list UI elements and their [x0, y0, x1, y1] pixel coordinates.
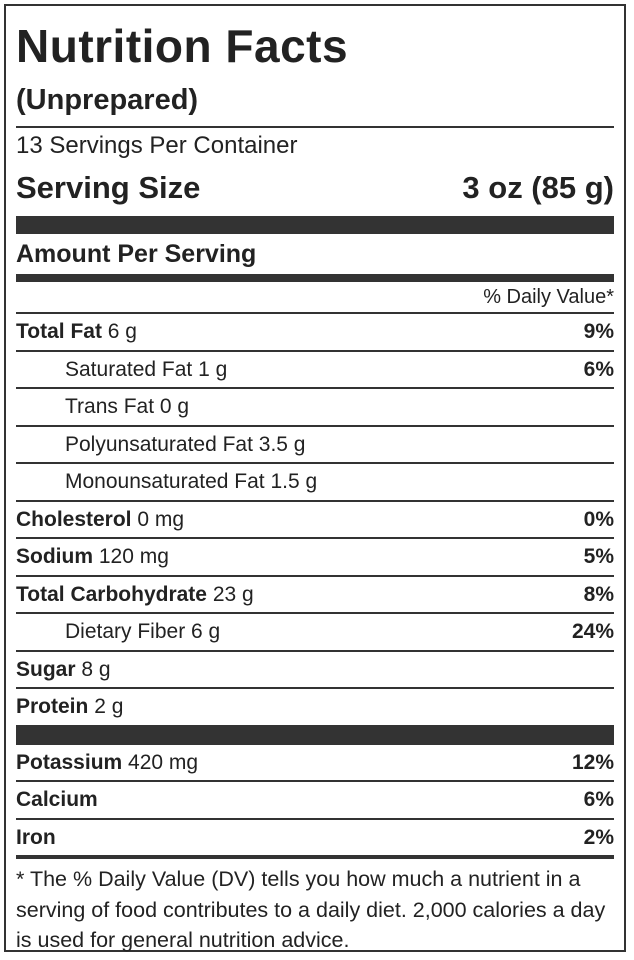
nutrient-row: Trans Fat 0 g	[16, 389, 614, 427]
nutrient-row: Monounsaturated Fat 1.5 g	[16, 464, 614, 502]
nutrient-row: Polyunsaturated Fat 3.5 g	[16, 427, 614, 464]
nutrient-amount: 120 mg	[98, 545, 169, 568]
nutrient-amount: 2 g	[94, 695, 124, 718]
nutrient: Potassium 420 mg	[16, 745, 198, 781]
nutrient-amount: 6 g	[107, 320, 137, 343]
serving-size-label: Serving Size	[16, 170, 201, 205]
nutrient: Protein 2 g	[16, 689, 123, 725]
nutrient: Total Carbohydrate 23 g	[16, 577, 254, 613]
nutrient-name: Total Fat	[16, 320, 102, 343]
nutrient: Sugar 8 g	[16, 652, 111, 688]
daily-value-heading: % Daily Value*	[16, 282, 614, 314]
divider	[16, 274, 614, 282]
nutrient-row: Total Carbohydrate 23 g 8%	[16, 577, 614, 614]
serving-size: 3 oz (85 g)	[462, 170, 614, 205]
nutrient-name: Total Carbohydrate	[16, 582, 207, 606]
nutrients: Total Fat 6 g 9% Saturated Fat 1 g 6% Trans …	[16, 314, 614, 725]
nutrient: Total Fat 6 g	[16, 314, 137, 350]
nutrient-name: Protein	[16, 695, 89, 718]
divider	[16, 724, 614, 745]
nutrient: Iron	[16, 820, 56, 856]
daily-value: 6%	[583, 788, 614, 811]
daily-value: 8%	[583, 582, 614, 606]
nutrition-label: Nutrition Facts (Unprepared) 13 Servings…	[4, 4, 626, 952]
nutrient-row: Dietary Fiber 6 g 24%	[16, 614, 614, 652]
nutrient-row: Sugar 8 g	[16, 652, 614, 689]
nutrient-row: Iron 2%	[16, 820, 614, 856]
nutrient: Polyunsaturated Fat 3.5 g	[16, 427, 306, 463]
nutrient: Monounsaturated Fat 1.5 g	[16, 464, 317, 500]
daily-value: 9%	[583, 320, 614, 343]
daily-value: 6%	[583, 357, 614, 381]
nutrient-name: Polyunsaturated Fat 3.5 g	[65, 432, 306, 456]
nutrient-row: Sodium 120 mg 5%	[16, 539, 614, 577]
nutrient: Dietary Fiber 6 g	[16, 614, 220, 650]
daily-value: 5%	[583, 545, 614, 568]
nutrient-name: Iron	[16, 825, 56, 849]
nutrient-amount: 420 mg	[128, 750, 199, 774]
nutrient-row: Potassium 420 mg 12%	[16, 745, 614, 782]
daily-value: 12%	[571, 750, 614, 774]
nutrient-amount: 8 g	[81, 657, 111, 681]
nutrient: Cholesterol 0 mg	[16, 502, 184, 538]
nutrient-name: Sodium	[16, 545, 93, 568]
nutrient-amount: 0 mg	[137, 507, 185, 531]
daily-value: 2%	[583, 825, 614, 849]
nutrient-name: Dietary Fiber 6 g	[65, 620, 221, 643]
nutrient: Calcium	[16, 782, 98, 818]
minerals: Potassium 420 mg 12% Calcium 6% Iron 2%	[16, 745, 614, 856]
nutrient-row: Cholesterol 0 mg 0%	[16, 502, 614, 539]
servings: 13 Servings Per Container	[16, 132, 298, 159]
nutrient-name: Monounsaturated Fat 1.5 g	[65, 470, 318, 493]
daily-value: 0%	[583, 507, 614, 531]
nutrient-row: Protein 2 g	[16, 689, 614, 725]
title: Nutrition Facts	[16, 20, 349, 72]
subtitle: (Unprepared)	[16, 74, 614, 128]
nutrient-name: Calcium	[16, 788, 98, 811]
nutrient-name: Sugar	[16, 657, 76, 681]
nutrient-name: Saturated Fat 1 g	[65, 357, 228, 381]
nutrient: Saturated Fat 1 g	[16, 352, 227, 388]
nutrient: Trans Fat 0 g	[16, 389, 189, 425]
nutrient-amount: 23 g	[212, 582, 254, 606]
nutrient-name: Cholesterol	[16, 507, 132, 531]
nutrient-row: Saturated Fat 1 g 6%	[16, 352, 614, 389]
nutrient-name: Trans Fat 0 g	[65, 395, 190, 418]
nutrient: Sodium 120 mg	[16, 539, 169, 575]
daily-value: 24%	[571, 620, 614, 643]
nutrient-row: Calcium 6%	[16, 782, 614, 820]
nutrient-row: Total Fat 6 g 9%	[16, 314, 614, 352]
divider	[16, 216, 614, 234]
serving-size-row: Serving Size 3 oz (85 g)	[16, 162, 614, 216]
footnote: * The % Daily Value (DV) tells you how m…	[16, 855, 614, 956]
amount-per-serving: Amount Per Serving	[16, 240, 257, 268]
nutrient-name: Potassium	[16, 750, 123, 774]
